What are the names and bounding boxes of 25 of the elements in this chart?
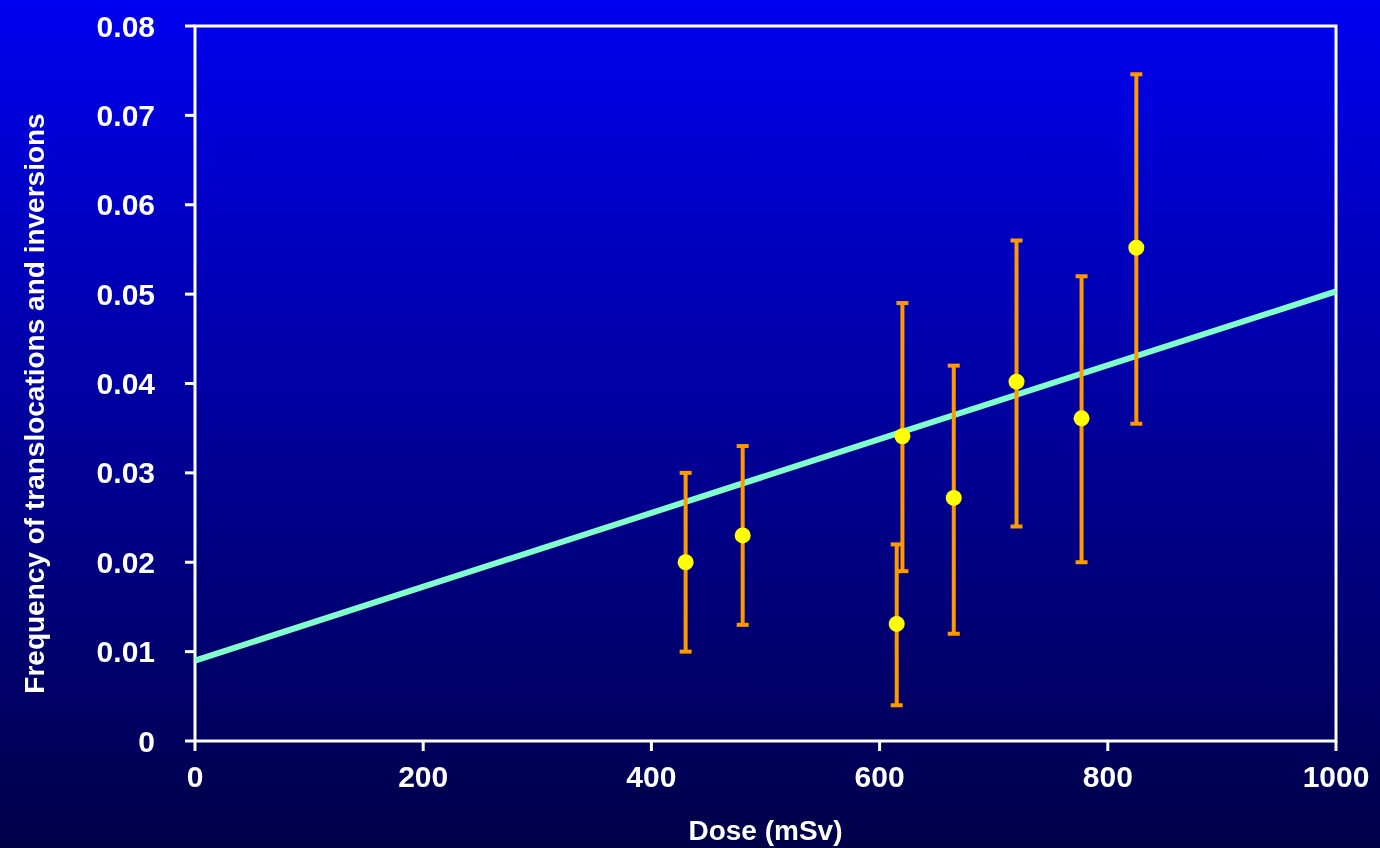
point [1073,410,1090,427]
point [894,428,911,445]
x-tick-label: 0 [186,760,204,793]
point [677,554,694,571]
y-tick-label: 0.03 [96,456,155,490]
point [945,489,962,506]
y-tick-label: 0.07 [96,98,155,132]
x-tick-label: 400 [626,760,677,793]
y-tick-label: 0.02 [96,545,155,579]
x-tick-label: 1000 [1302,760,1370,793]
y-tick-label: 0.08 [96,9,155,43]
y-axis-title: Frequency of translocations and inversions [19,113,50,694]
x-tick-label: 800 [1082,760,1133,793]
point [1128,239,1145,256]
point [1008,373,1025,390]
point [888,615,905,632]
x-tick-label: 200 [398,760,449,793]
point [734,527,751,544]
y-tick-label: 0.06 [96,188,155,222]
x-tick-label: 600 [854,760,905,793]
y-tick-label: 0.04 [96,367,156,400]
x-axis-title: Dose (mSv) [688,815,843,846]
y-tick-label: 0.05 [96,277,155,311]
y-tick-label: 0 [138,724,155,758]
y-tick-label: 0.01 [96,635,155,669]
